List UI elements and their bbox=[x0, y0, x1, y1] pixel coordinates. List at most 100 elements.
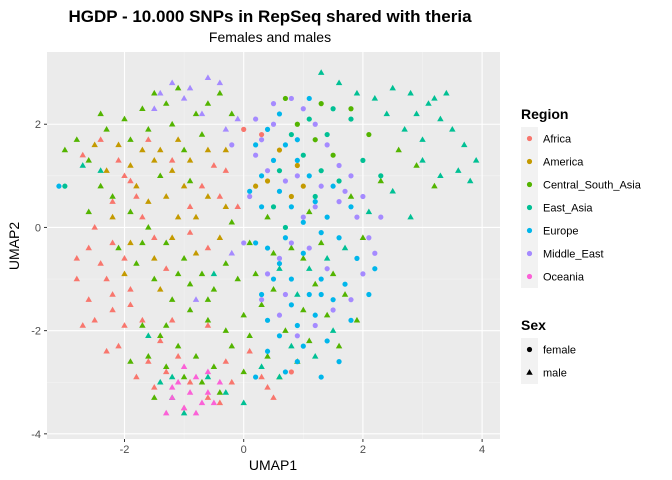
point-central-south-asia-male bbox=[228, 110, 236, 117]
point-central-south-asia-male bbox=[359, 234, 367, 240]
point-central-south-asia-male bbox=[151, 394, 158, 400]
point-africa-male bbox=[216, 193, 224, 199]
point-oceania-male bbox=[180, 404, 188, 411]
point-africa-male bbox=[91, 316, 98, 323]
point-east-asia-male bbox=[294, 291, 301, 297]
point-central-south-asia-male bbox=[109, 193, 116, 199]
point-africa-male bbox=[85, 244, 92, 251]
point-africa-male bbox=[222, 358, 230, 364]
point-africa-male bbox=[270, 394, 277, 400]
point-central-south-asia-female bbox=[348, 106, 354, 112]
point-middle-east-male bbox=[198, 110, 206, 117]
point-central-south-asia-male bbox=[162, 322, 170, 328]
point-africa-male bbox=[222, 167, 230, 173]
point-central-south-asia-male bbox=[127, 136, 134, 142]
point-central-south-asia-female bbox=[366, 131, 372, 138]
point-middle-east-female bbox=[229, 142, 235, 148]
point-africa-male bbox=[162, 368, 170, 375]
point-central-south-asia-male bbox=[228, 342, 236, 349]
point-america-female bbox=[300, 183, 306, 189]
point-america-male bbox=[121, 270, 128, 277]
point-central-south-asia-male bbox=[180, 146, 188, 153]
point-central-south-asia-male bbox=[162, 239, 170, 246]
point-middle-east-male bbox=[180, 95, 188, 101]
point-middle-east-female bbox=[312, 121, 318, 127]
point-africa-male bbox=[210, 162, 218, 168]
point-america-male bbox=[204, 193, 212, 199]
point-america-male bbox=[168, 234, 176, 240]
point-middle-east-female bbox=[247, 193, 253, 200]
point-east-asia-male bbox=[311, 353, 319, 359]
point-central-south-asia-male bbox=[222, 260, 230, 266]
point-africa-male bbox=[79, 322, 86, 328]
point-oceania-male bbox=[216, 378, 224, 385]
point-central-south-asia-male bbox=[288, 244, 295, 251]
point-east-asia-male bbox=[353, 89, 361, 96]
point-america-male bbox=[115, 141, 122, 148]
point-africa-male bbox=[246, 347, 253, 354]
legend-key-central-south-asia bbox=[526, 181, 533, 188]
point-america-male bbox=[139, 146, 146, 153]
point-middle-east-female bbox=[366, 235, 372, 241]
point-central-south-asia-male bbox=[115, 244, 122, 251]
point-middle-east-female bbox=[312, 204, 318, 210]
point-east-asia-female bbox=[378, 173, 384, 179]
point-africa-male bbox=[127, 285, 134, 292]
point-oceania-male bbox=[168, 394, 176, 400]
point-east-asia-female bbox=[300, 152, 306, 158]
point-central-south-asia-male bbox=[97, 110, 104, 117]
point-central-south-asia-male bbox=[240, 368, 247, 375]
point-europe-female bbox=[258, 173, 265, 179]
point-africa-female bbox=[258, 131, 265, 138]
point-oceania-male bbox=[192, 409, 200, 416]
x-tick-label: -2 bbox=[120, 444, 130, 456]
point-africa-male bbox=[145, 358, 152, 364]
point-east-asia-female bbox=[330, 106, 336, 112]
point-east-asia-female bbox=[62, 183, 68, 189]
point-middle-east-female bbox=[288, 240, 294, 246]
point-africa-male bbox=[115, 156, 122, 163]
point-central-south-asia-male bbox=[145, 224, 152, 230]
point-europe-female bbox=[336, 235, 342, 241]
point-middle-east-female bbox=[300, 214, 306, 220]
point-central-south-asia-male bbox=[85, 156, 92, 163]
point-africa-male bbox=[115, 342, 122, 349]
point-central-south-asia-male bbox=[228, 218, 236, 225]
point-east-asia-male bbox=[276, 373, 283, 380]
point-africa-male bbox=[109, 239, 116, 246]
point-middle-east-female bbox=[282, 291, 289, 298]
y-tick-label: 0 bbox=[35, 222, 41, 234]
point-central-south-asia-male bbox=[300, 306, 307, 313]
point-east-asia-male bbox=[466, 177, 474, 184]
point-america-male bbox=[186, 156, 194, 163]
point-europe-female bbox=[247, 188, 253, 194]
legend-label-male: male bbox=[543, 368, 567, 380]
point-europe-female bbox=[318, 291, 324, 298]
point-africa-female bbox=[241, 126, 247, 132]
plot-panel bbox=[47, 52, 500, 439]
point-europe-female bbox=[276, 333, 283, 339]
point-europe-female bbox=[312, 199, 318, 205]
point-middle-east-female bbox=[288, 95, 294, 102]
point-africa-male bbox=[97, 260, 104, 266]
point-oceania-male bbox=[204, 389, 212, 395]
point-central-south-asia-male bbox=[216, 89, 224, 96]
point-east-asia-male bbox=[168, 373, 176, 380]
point-central-south-asia-male bbox=[347, 193, 355, 199]
point-central-south-asia-male bbox=[335, 342, 343, 349]
point-central-south-asia-male bbox=[198, 378, 206, 385]
point-east-asia-male bbox=[79, 162, 86, 168]
point-america-male bbox=[103, 167, 110, 173]
point-europe-female bbox=[342, 281, 348, 287]
point-central-south-asia-male bbox=[317, 239, 325, 246]
point-central-south-asia-male bbox=[103, 126, 110, 132]
point-east-asia-male bbox=[437, 115, 444, 122]
point-east-asia-male bbox=[288, 342, 295, 349]
point-america-male bbox=[222, 203, 230, 210]
point-europe-female bbox=[288, 302, 294, 308]
point-africa-male bbox=[186, 378, 194, 385]
point-east-asia-female bbox=[306, 116, 312, 122]
point-central-south-asia-male bbox=[204, 316, 212, 323]
point-america-male bbox=[151, 156, 158, 163]
point-europe-female bbox=[348, 317, 354, 323]
